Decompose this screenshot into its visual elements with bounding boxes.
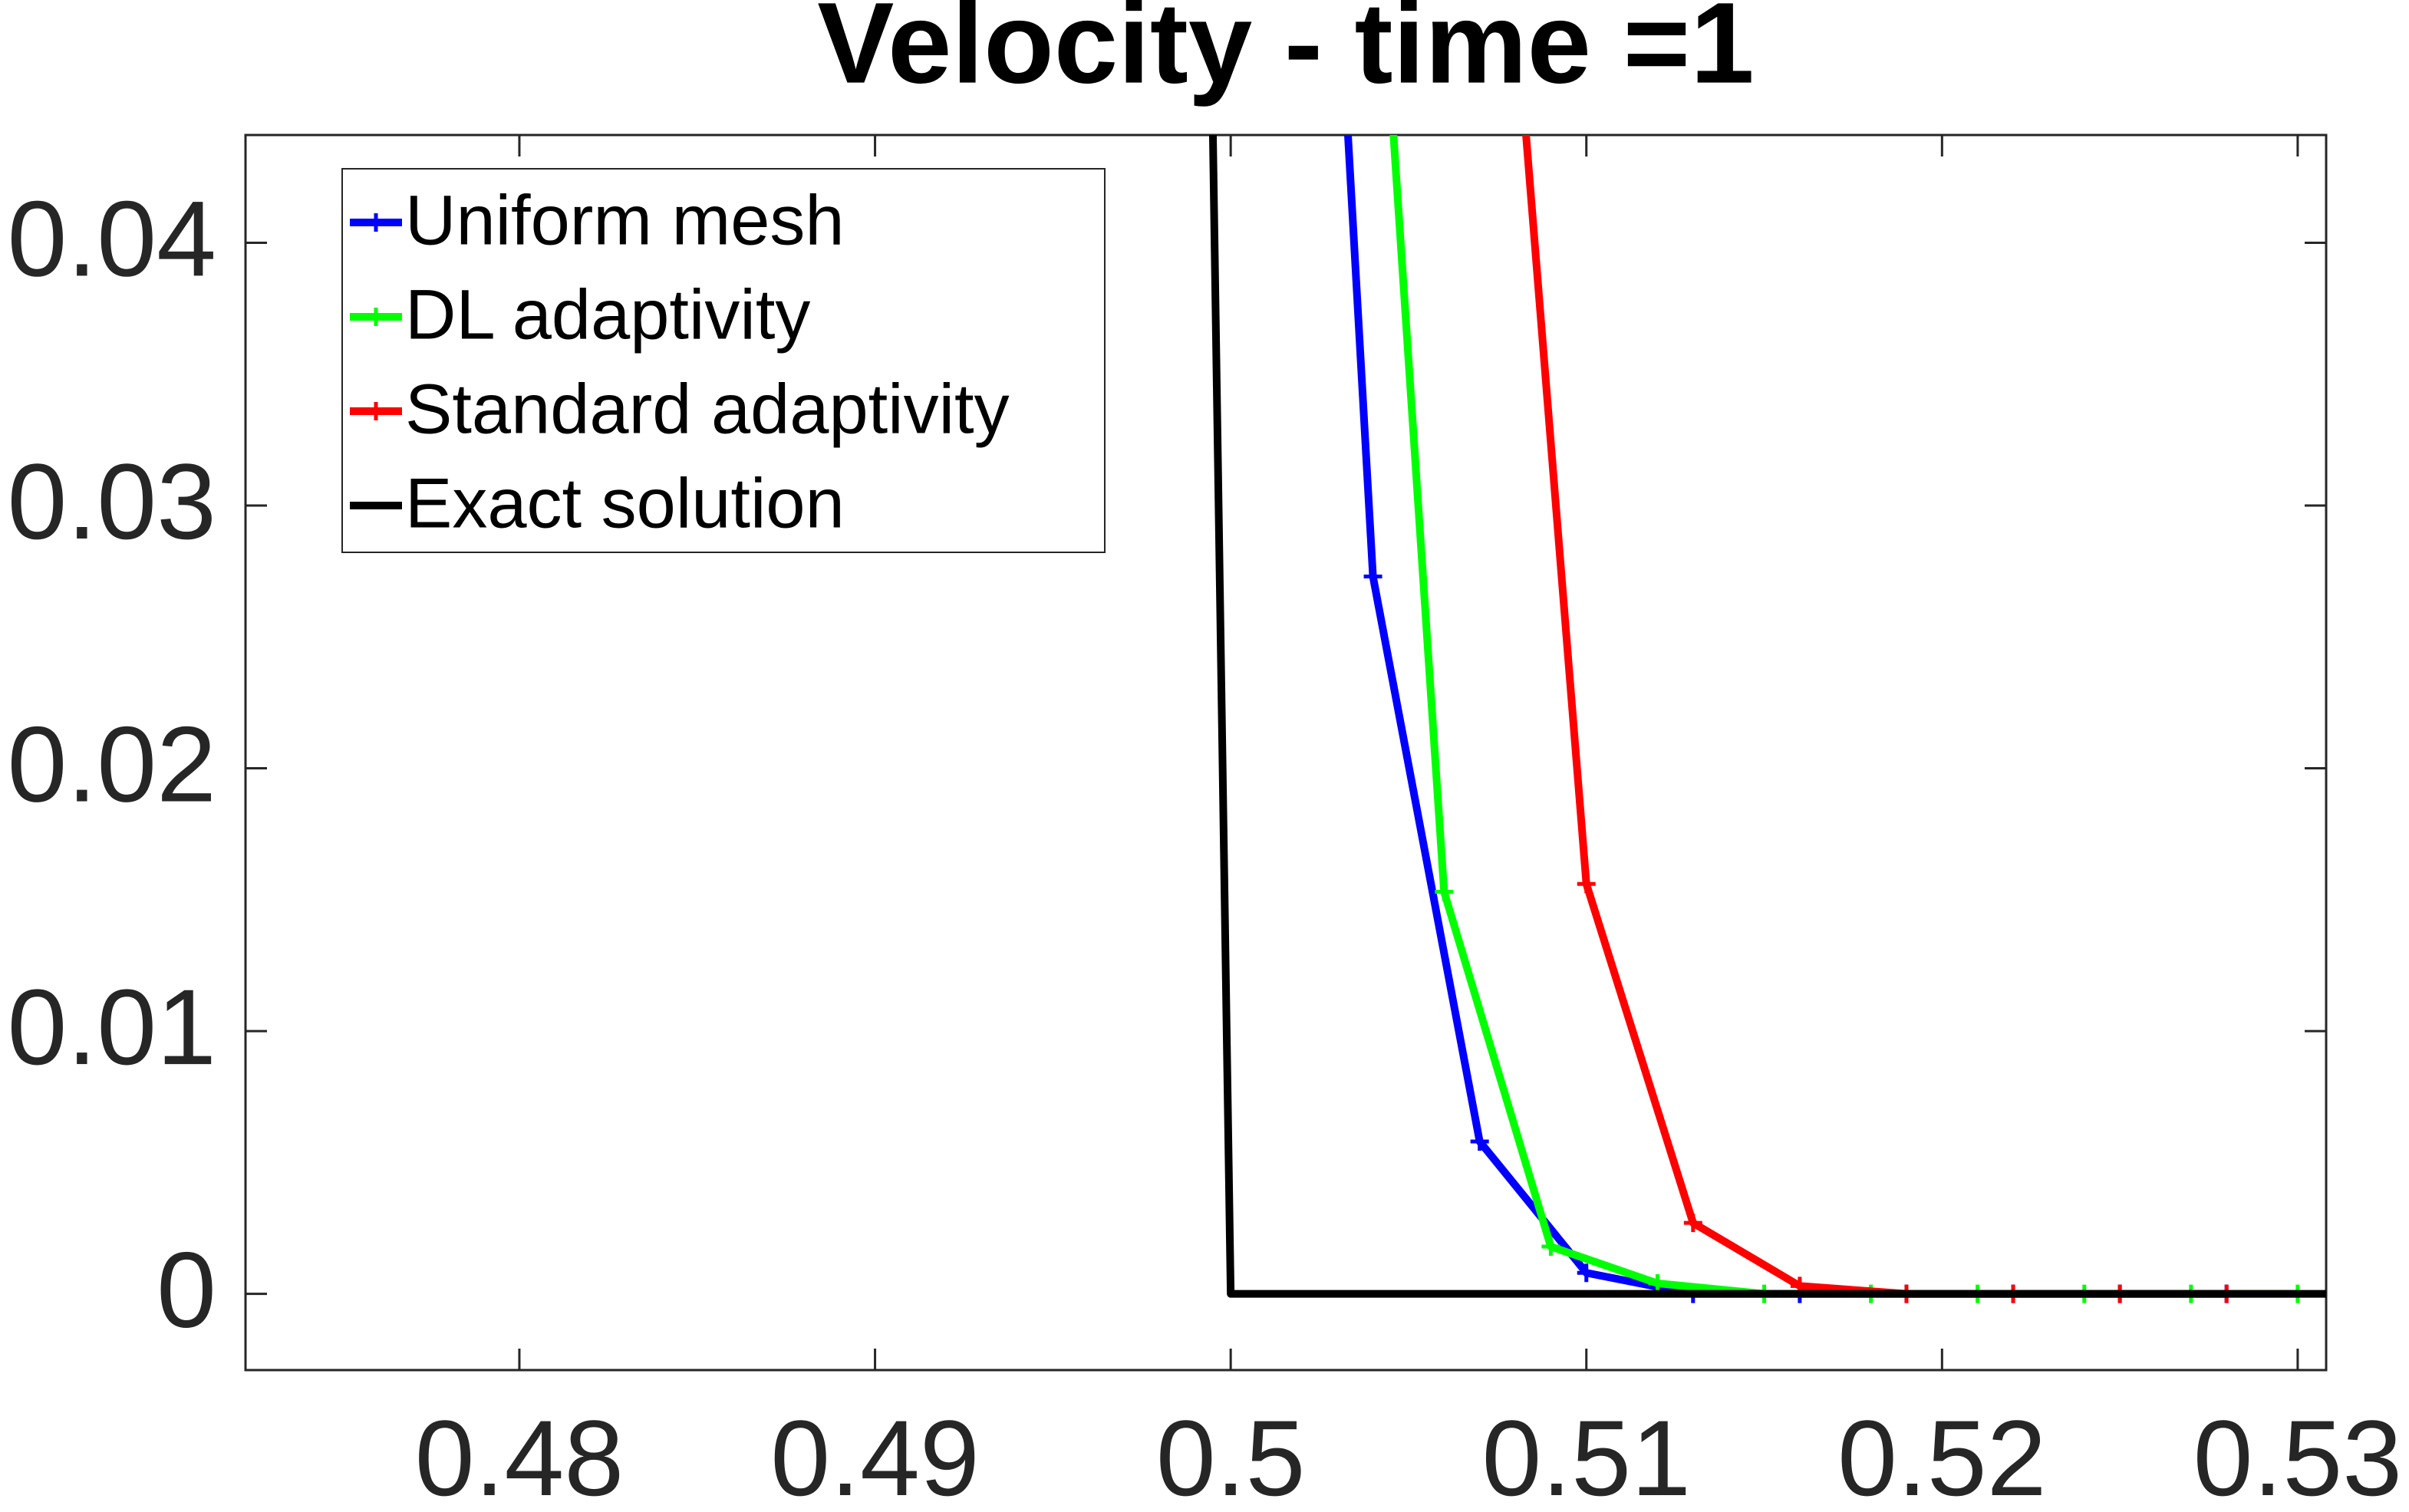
x-tick-label: 0.53 [2193,1398,2402,1512]
y-tick-label: 0.01 [8,967,216,1087]
legend-label: Standard adaptivity [405,370,1010,448]
y-tick-label: 0.02 [8,704,216,825]
point-marker [1541,1237,1560,1256]
x-tick-label: 0.52 [1837,1398,2046,1512]
x-tick-label: 0.49 [770,1398,979,1512]
point-marker [1435,882,1454,901]
y-tick-label: 0 [157,1230,216,1350]
y-tick-label: 0.03 [8,441,216,562]
legend-label: Exact solution [405,464,845,542]
x-tick-label: 0.5 [1156,1398,1306,1512]
point-marker [1683,1214,1702,1233]
legend-marker [367,213,385,232]
point-marker [1577,1263,1596,1283]
series-line [1208,135,2326,1298]
y-tick-label: 0.04 [8,178,216,298]
point-marker [1363,567,1382,586]
legend-marker [367,402,385,420]
chart-title: Velocity - time =1 [817,0,1754,107]
x-tick-label: 0.51 [1481,1398,1690,1512]
plot-lines [1208,135,2326,1303]
x-tick-label: 0.48 [415,1398,624,1512]
legend-label: DL adaptivity [405,275,810,354]
legend-box [341,168,1106,553]
point-marker [1648,1273,1667,1293]
legend-label: Uniform mesh [405,181,845,259]
legend-marker [367,308,385,326]
point-marker [1577,875,1596,894]
point-marker [1470,1132,1489,1151]
